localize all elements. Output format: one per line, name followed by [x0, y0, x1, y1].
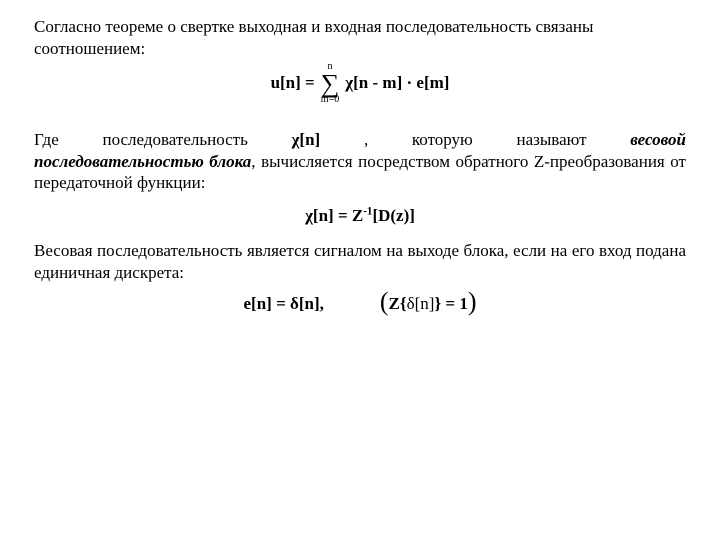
summation-symbol: n ∑ m=0 — [321, 62, 340, 105]
sum-lower-limit: m=0 — [321, 95, 339, 105]
word: , — [364, 129, 368, 151]
formula-convolution: u[n] = n ∑ m=0 χ[n - m] · e[m] — [34, 62, 686, 105]
paragraph: Где последовательность χ[n] , которую на… — [34, 129, 686, 194]
paragraph: Согласно теореме о свертке выходная и вх… — [34, 16, 686, 60]
formula-text: [D(z)] — [372, 206, 414, 225]
formula-rhs: χ[n - m] · e[m] — [345, 73, 449, 93]
paragraph-line: последовательностью блока, вычисляется п… — [34, 151, 686, 195]
paragraph: Весовая последовательность является сигн… — [34, 240, 686, 284]
formula-text: χ[n] = Z — [305, 206, 363, 225]
word: χ[n] — [292, 129, 321, 151]
document-page: Согласно теореме о свертке выходная и вх… — [0, 0, 720, 540]
text: Согласно теореме о свертке выходная и вх… — [34, 17, 593, 58]
formula-unit-impulse: e[n] = δ[n], ( Z{δ[n]} = 1 ) — [34, 294, 686, 314]
paragraph-line: Где последовательность χ[n] , которую на… — [34, 129, 686, 151]
formula-text: δ[n] — [407, 294, 435, 313]
word: Где — [34, 129, 59, 151]
text: Весовая последовательность является сигн… — [34, 241, 686, 282]
formula-lhs: u[n] = — [271, 73, 315, 93]
term-weight-sequence: последовательностью блока — [34, 152, 251, 171]
word: последовательность — [102, 129, 247, 151]
word: называют — [516, 129, 586, 151]
term-weight-sequence: весовой — [630, 129, 686, 151]
formula-left: e[n] = δ[n], — [244, 294, 324, 314]
formula-right: ( Z{δ[n]} = 1 ) — [380, 294, 477, 314]
formula-text: Z{ — [389, 294, 407, 313]
word: которую — [412, 129, 473, 151]
formula-text: } = 1 — [434, 294, 467, 313]
formula-inverse-z: χ[n] = Z-1[D(z)] — [34, 206, 686, 226]
